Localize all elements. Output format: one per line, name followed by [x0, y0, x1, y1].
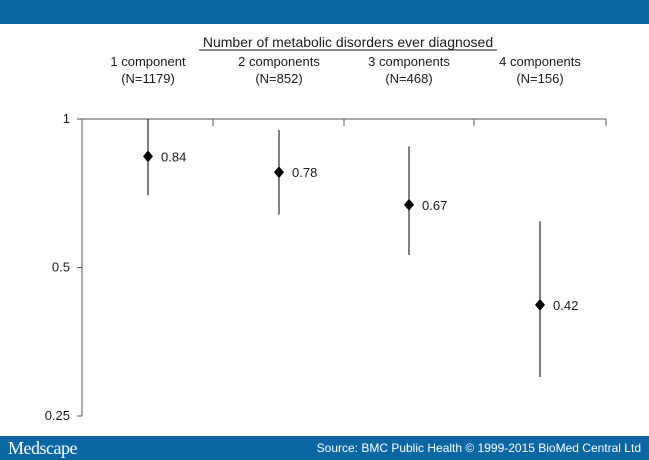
medscape-logo: Medscape — [8, 438, 77, 458]
category-sample-size: (N=1179) — [121, 71, 175, 86]
y-tick-label: 1 — [63, 111, 70, 126]
point-marker — [404, 198, 414, 211]
point-marker — [274, 166, 284, 179]
y-tick-label: 0.25 — [45, 408, 70, 423]
category-sample-size: (N=468) — [385, 71, 432, 86]
y-tick-label: 0.5 — [52, 260, 70, 275]
chart: Number of metabolic disorders ever diagn… — [45, 34, 607, 423]
category-label: 3 components — [368, 54, 450, 69]
source-credit: Source: BMC Public Health © 1999-2015 Bi… — [316, 441, 641, 455]
y-axis: 1 0.5 0.25 — [45, 111, 607, 423]
category-label: 1 component — [110, 54, 186, 69]
plot-marks: 0.84 0.78 0.67 0.42 — [143, 119, 578, 377]
point-marker — [535, 298, 545, 311]
data-label: 0.67 — [422, 198, 447, 213]
data-label: 0.84 — [161, 149, 186, 164]
top-bar — [0, 0, 649, 24]
point-marker — [143, 150, 153, 163]
category-label: 2 components — [238, 54, 320, 69]
chart-title: Number of metabolic disorders ever diagn… — [203, 34, 493, 50]
category-sample-size: (N=156) — [516, 71, 563, 86]
category-sample-size: (N=852) — [255, 71, 302, 86]
category-labels: 1 component (N=1179) 2 components (N=852) 3 … — [110, 54, 581, 86]
category-label: 4 components — [499, 54, 581, 69]
data-label: 0.42 — [553, 298, 578, 313]
data-label: 0.78 — [292, 165, 317, 180]
footer-bar: Medscape Source: BMC Public Health © 199… — [0, 436, 649, 460]
